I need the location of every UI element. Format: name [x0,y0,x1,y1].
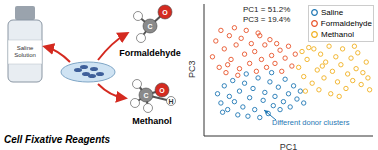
svg-text:C: C [143,92,148,99]
svg-text:H: H [168,98,173,105]
html-text:Saline: Saline [321,8,344,17]
html-text:Methanol: Methanol [321,30,354,39]
svg-text:Cell Fixative Reagents: Cell Fixative Reagents [8,134,111,145]
svg-text:C: C [147,23,152,30]
svg-text:Formaldehyde: Formaldehyde [119,48,181,58]
svg-text:SalineSolution: SalineSolution [14,45,36,58]
html-text:Different donor clusters: Different donor clusters [272,118,350,127]
svg-text:PC3: PC3 [188,60,197,78]
html-text:PC1 = 51.2%: PC1 = 51.2% [243,5,291,14]
svg-text:O: O [159,87,165,94]
svg-text:PC1: PC1 [280,142,298,150]
svg-text:Methanol: Methanol [132,116,172,126]
html-text:PC3 = 19.4%: PC3 = 19.4% [243,15,291,24]
svg-text:O: O [162,9,168,16]
html-text:Formaldehyde: Formaldehyde [320,19,372,28]
